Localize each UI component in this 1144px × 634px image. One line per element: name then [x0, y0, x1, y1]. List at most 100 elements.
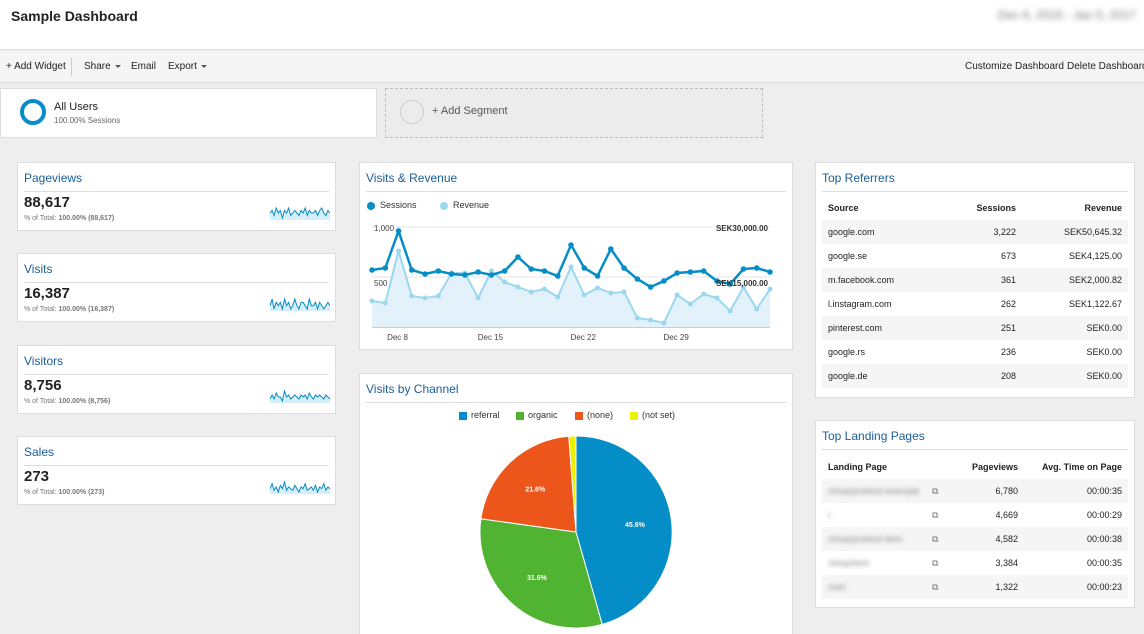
sessions-point[interactable] [727, 281, 733, 287]
landing-page-link[interactable]: /shop/product-item [828, 534, 903, 544]
sessions-point[interactable] [369, 267, 375, 273]
revenue-point[interactable] [528, 289, 534, 295]
segment-all-users[interactable]: All Users 100.00% Sessions [0, 88, 377, 138]
sessions-point[interactable] [674, 270, 680, 276]
pie-slice-none[interactable] [480, 435, 577, 533]
revenue-point[interactable] [648, 317, 654, 323]
source-link[interactable]: l.instagram.com [828, 299, 892, 309]
revenue-point[interactable] [488, 268, 494, 274]
customize-dashboard-button[interactable]: Customize Dashboard [965, 61, 1064, 72]
sessions-point[interactable] [634, 276, 641, 282]
sessions-point[interactable] [714, 278, 720, 284]
pie-slice-organic[interactable] [479, 518, 603, 629]
sessions-point[interactable] [661, 278, 667, 284]
revenue-point[interactable] [661, 320, 667, 326]
sessions-point[interactable] [647, 284, 654, 290]
revenue-point[interactable] [687, 301, 693, 307]
column-header-landing-page[interactable]: Landing Page [828, 462, 888, 472]
export-menu[interactable]: Export [168, 61, 207, 72]
column-header-source[interactable]: Source [828, 203, 859, 213]
revenue-point[interactable] [595, 285, 601, 291]
revenue-point[interactable] [621, 289, 627, 295]
sessions-point[interactable] [621, 265, 627, 271]
email-button[interactable]: Email [131, 61, 157, 72]
revenue-point[interactable] [502, 279, 508, 285]
sessions-point[interactable] [435, 268, 442, 274]
sessions-point[interactable] [515, 254, 521, 260]
source-link[interactable]: google.de [828, 371, 868, 381]
revenue-point[interactable] [369, 298, 375, 304]
revenue-point[interactable] [754, 306, 760, 312]
widget-title[interactable]: Visits & Revenue [366, 171, 458, 185]
source-link[interactable]: google.se [828, 251, 868, 261]
legend-none[interactable]: (none) [575, 410, 613, 420]
column-header-pageviews[interactable]: Pageviews [971, 462, 1018, 472]
sessions-point[interactable] [568, 242, 574, 248]
revenue-point[interactable] [581, 292, 587, 298]
sessions-point[interactable] [700, 268, 707, 274]
sessions-point[interactable] [740, 266, 747, 272]
revenue-point[interactable] [515, 284, 521, 290]
revenue-point[interactable] [701, 291, 707, 297]
revenue-point[interactable] [714, 295, 720, 301]
sessions-point[interactable] [462, 272, 468, 278]
revenue-point[interactable] [409, 293, 415, 299]
share-menu[interactable]: Share [84, 61, 121, 72]
sessions-point[interactable] [541, 268, 548, 274]
revenue-point[interactable] [435, 293, 441, 299]
column-header-sessions[interactable]: Sessions [976, 203, 1016, 213]
revenue-point[interactable] [608, 290, 614, 296]
delete-dashboard-button[interactable]: Delete Dashboard [1067, 61, 1144, 72]
source-link[interactable]: m.facebook.com [828, 275, 895, 285]
external-link-icon[interactable]: ⧉ [932, 486, 939, 496]
sessions-point[interactable] [594, 273, 601, 279]
source-link[interactable]: google.com [828, 227, 875, 237]
external-link-icon[interactable]: ⧉ [932, 534, 939, 544]
external-link-icon[interactable]: ⧉ [932, 558, 939, 568]
legend-revenue[interactable]: Revenue [440, 200, 489, 210]
sessions-point[interactable] [488, 272, 495, 278]
revenue-point[interactable] [634, 315, 640, 321]
pie-slice-not-set[interactable] [568, 435, 577, 533]
sessions-point[interactable] [581, 265, 588, 271]
revenue-point[interactable] [674, 292, 680, 298]
landing-page-link[interactable]: /shop/product-example [828, 486, 920, 496]
revenue-point[interactable] [555, 294, 561, 300]
landing-page-link[interactable]: / [828, 510, 831, 520]
revenue-point[interactable] [541, 286, 547, 292]
external-link-icon[interactable]: ⧉ [932, 582, 939, 592]
widget-title[interactable]: Visits [24, 262, 53, 276]
sessions-point[interactable] [422, 271, 428, 277]
legend-not-set[interactable]: (not set) [630, 410, 675, 420]
sessions-point[interactable] [448, 271, 455, 277]
pie-slice-referral[interactable] [575, 435, 673, 626]
sessions-point[interactable] [382, 265, 389, 271]
revenue-point[interactable] [396, 248, 402, 254]
column-header-revenue[interactable]: Revenue [1084, 203, 1122, 213]
legend-sessions[interactable]: Sessions [367, 200, 417, 210]
sessions-point[interactable] [395, 228, 402, 234]
landing-page-link[interactable]: /cart [828, 582, 846, 592]
sessions-point[interactable] [501, 268, 508, 274]
legend-organic[interactable]: organic [516, 410, 558, 420]
add-widget-button[interactable]: + Add Widget [6, 61, 66, 72]
source-link[interactable]: pinterest.com [828, 323, 883, 333]
revenue-point[interactable] [382, 300, 388, 306]
add-segment-button[interactable]: + Add Segment [385, 88, 763, 138]
source-link[interactable]: google.rs [828, 347, 866, 357]
revenue-point[interactable] [475, 295, 481, 301]
external-link-icon[interactable]: ⧉ [932, 510, 939, 520]
revenue-point[interactable] [568, 264, 574, 270]
sessions-point[interactable] [608, 246, 614, 252]
sessions-point[interactable] [767, 269, 773, 275]
widget-title[interactable]: Top Landing Pages [822, 429, 925, 443]
sessions-point[interactable] [554, 273, 561, 279]
widget-title[interactable]: Visits by Channel [366, 382, 459, 396]
revenue-point[interactable] [727, 308, 733, 314]
column-header-avg-time[interactable]: Avg. Time on Page [1041, 462, 1122, 472]
revenue-point[interactable] [740, 284, 746, 290]
date-range-picker[interactable]: Dec 6, 2016 - Jan 5, 2017 [997, 8, 1136, 22]
widget-title[interactable]: Sales [24, 445, 55, 459]
sessions-point[interactable] [528, 266, 534, 272]
widget-title[interactable]: Visitors [24, 354, 64, 368]
